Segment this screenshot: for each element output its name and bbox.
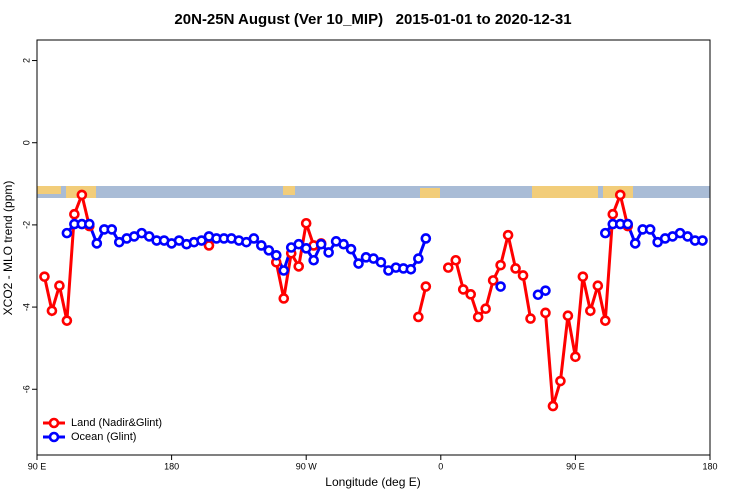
chart-title: 20N-25N August (Ver 10_MIP) 2015-01-01 t… [174,11,571,28]
point [300,217,312,229]
point [61,227,73,239]
point [577,271,589,282]
point [592,280,604,292]
point [629,238,641,249]
legend-marker [48,417,60,429]
point [495,281,506,292]
point [413,253,424,264]
point [555,375,566,387]
point [353,258,364,269]
point [308,254,319,266]
point [106,224,118,235]
x-tick-label: 180 [702,461,717,471]
point [375,256,387,268]
x-tick-label: 180 [164,461,179,471]
point [607,208,619,220]
point [323,247,334,258]
y-tick-label: -6 [21,385,31,393]
point [345,243,357,255]
point [442,262,454,273]
point [84,218,95,230]
point [547,400,559,412]
plot-frame [36,39,711,456]
point [540,285,551,296]
point [644,224,656,235]
point [61,315,73,326]
x-tick-label: 90 E [566,461,585,471]
point [570,351,581,363]
point [562,310,574,322]
point [293,261,305,272]
series-line [43,189,630,407]
legend-marker [48,431,60,443]
point [278,293,290,304]
point [525,313,536,324]
point [256,240,267,251]
point [263,245,275,256]
point [143,231,155,242]
point [540,307,551,319]
point [532,289,544,301]
point [457,284,469,295]
point [420,281,432,292]
point [510,263,521,274]
point [278,265,290,276]
point [517,270,529,281]
point [682,231,693,242]
y-tick-label: -4 [21,303,31,311]
point [315,238,327,250]
point [585,305,596,317]
point [413,311,424,323]
legend-label: Land (Nadir&Glint) [71,417,162,429]
point [76,189,88,201]
point [487,275,499,286]
x-axis-label: Longitude (deg E) [325,475,420,489]
point [196,235,207,246]
x-tick-label: 90 W [296,461,318,471]
y-tick-label: -2 [21,221,31,229]
point [622,218,634,230]
point [270,250,282,261]
point [600,315,611,326]
point [248,233,260,244]
point [91,238,103,249]
y-tick-label: 0 [21,140,31,145]
point [46,305,58,317]
point [697,235,708,246]
point [495,259,506,271]
point [472,311,484,323]
point [614,189,626,201]
point [69,208,80,220]
map-strip [37,186,710,198]
point [405,263,417,275]
x-tick-label: 90 E [28,461,47,471]
legend-label: Ocean (Glint) [71,431,136,443]
point [480,303,491,315]
point [502,229,514,241]
point [450,254,462,266]
x-tick-label: 0 [438,461,443,471]
point [39,271,50,282]
point [54,280,65,292]
point [420,233,432,244]
point [338,238,349,250]
point [465,289,477,300]
point [600,227,611,239]
point [300,243,312,254]
y-tick-label: 2 [21,58,31,63]
point [293,238,305,250]
y-axis-label: XCO2 - MLO trend (ppm) [1,181,15,316]
